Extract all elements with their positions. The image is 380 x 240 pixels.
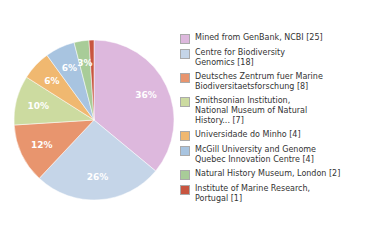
html-text:Universidade do Minho [4]: Universidade do Minho [4]: [195, 129, 301, 139]
html-text:Mined from GenBank, NCBI [25]: Mined from GenBank, NCBI [25]: [195, 32, 323, 42]
html-text:History... [7]: History... [7]: [195, 115, 244, 125]
html-text:Centre for Biodiversity: Centre for Biodiversity: [195, 47, 285, 57]
html-text:Institute of Marine Research,: Institute of Marine Research,: [195, 183, 311, 193]
svg-text:6%: 6%: [62, 63, 77, 73]
svg-text:3%: 3%: [77, 58, 92, 68]
svg-text:6%: 6%: [44, 76, 59, 86]
svg-text:12%: 12%: [31, 140, 53, 150]
html-text:Quebec Innovation Centre [4]: Quebec Innovation Centre [4]: [195, 154, 314, 164]
svg-text:26%: 26%: [87, 172, 109, 182]
html-text:Natural History Museum, London: Natural History Museum, London [2]: [195, 168, 341, 178]
html-text:Deutsches Zentrum fuer Marine: Deutsches Zentrum fuer Marine: [195, 71, 323, 81]
html-text:National Museum of Natural: National Museum of Natural: [195, 105, 308, 115]
svg-text:10%: 10%: [27, 101, 49, 111]
html-text:Portugal [1]: Portugal [1]: [195, 193, 242, 203]
svg-text:36%: 36%: [135, 90, 157, 100]
html-text:Smithsonian Institution,: Smithsonian Institution,: [195, 95, 291, 105]
html-text:Genomics [18]: Genomics [18]: [195, 57, 254, 67]
html-text:McGill University and Genome: McGill University and Genome: [195, 144, 316, 154]
html-text:Biodiversitaetsforschung [8]: Biodiversitaetsforschung [8]: [195, 81, 309, 91]
